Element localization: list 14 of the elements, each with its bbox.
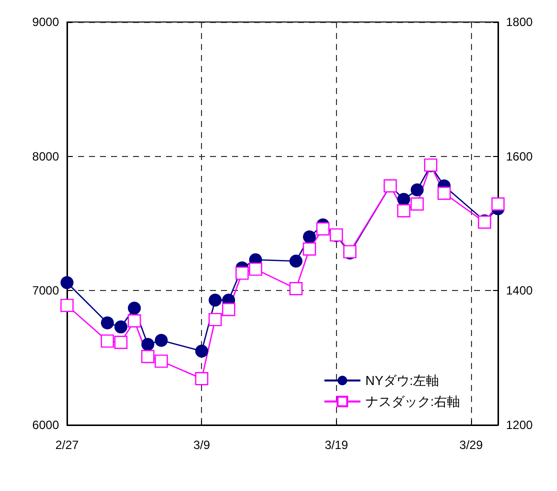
y2-tick-label: 1600	[506, 149, 534, 164]
y-tick-label: 9000	[32, 15, 60, 29]
y2-tick-label: 1800	[506, 15, 534, 29]
x-tick-label: 3/19	[324, 438, 348, 452]
y-tick-label: 8000	[32, 149, 60, 164]
legend-label: ナスダック:右軸	[365, 394, 460, 409]
y2-tick-label: 1200	[506, 418, 534, 432]
y-tick-label: 7000	[32, 284, 60, 298]
x-tick-label: 3/29	[459, 438, 484, 452]
x-tick-label: 2/27	[55, 438, 79, 452]
y2-tick-label: 1400	[506, 284, 534, 298]
x-tick-label: 3/9	[193, 438, 210, 452]
legend-label: NYダウ:左軸	[365, 373, 440, 388]
y-tick-label: 6000	[32, 418, 60, 432]
